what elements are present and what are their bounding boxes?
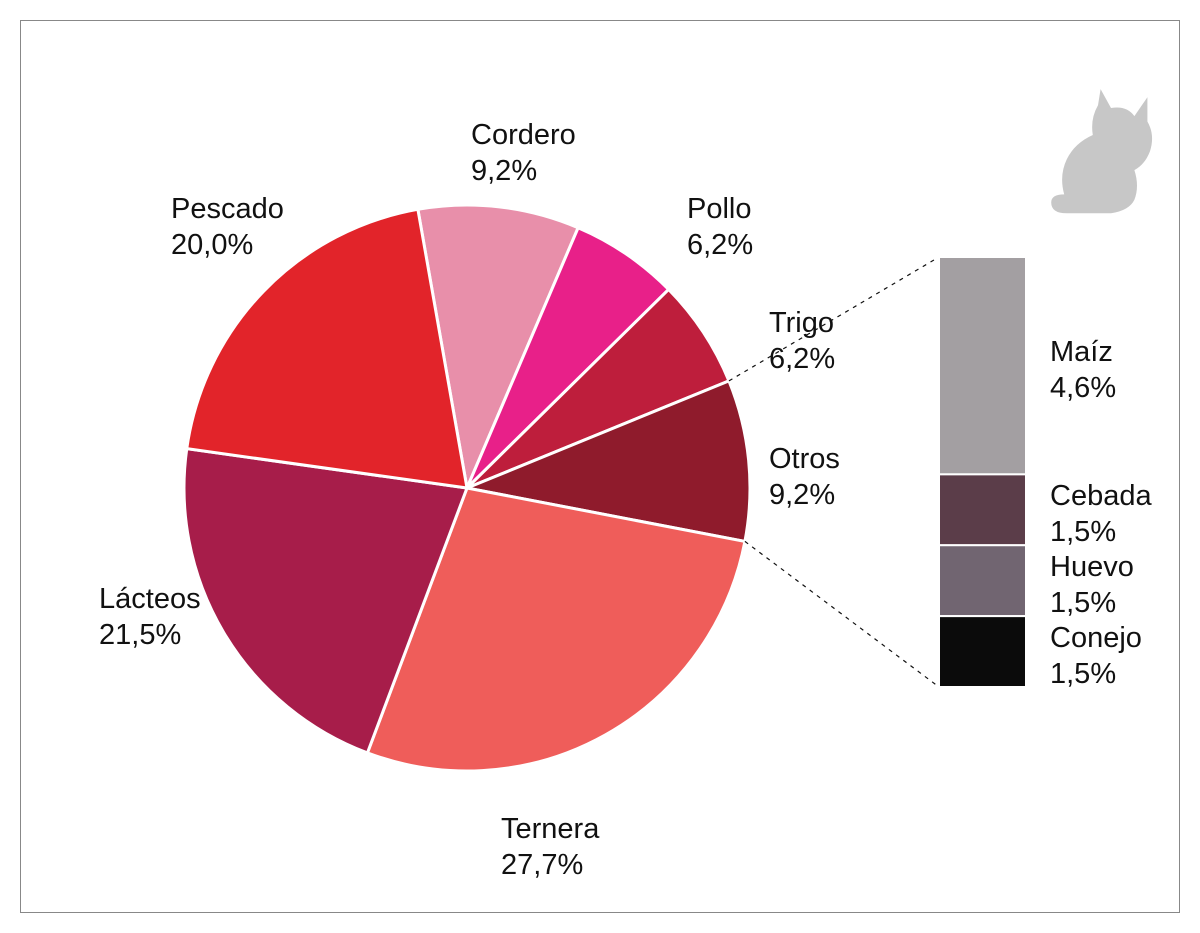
slice-label-trigo: Trigo6,2% xyxy=(769,305,835,378)
slice-label-pescado: Pescado20,0% xyxy=(171,191,284,264)
bar-label-conejo: Conejo1,5% xyxy=(1050,620,1142,693)
slice-label-pct: 6,2% xyxy=(687,227,753,263)
slice-label-cordero: Cordero9,2% xyxy=(471,117,576,190)
bar-label-pct: 4,6% xyxy=(1050,370,1116,406)
connector-line xyxy=(745,541,939,687)
bar-label-cebada: Cebada1,5% xyxy=(1050,478,1152,551)
bar-label-pct: 1,5% xyxy=(1050,585,1134,621)
slice-label-pct: 9,2% xyxy=(471,153,576,189)
breakout-bar xyxy=(939,257,1026,687)
slice-label-pct: 21,5% xyxy=(99,617,201,653)
slice-label-ternera: Ternera27,7% xyxy=(501,811,599,884)
slice-label-name: Pescado xyxy=(171,191,284,227)
slice-label-pct: 20,0% xyxy=(171,227,284,263)
cat-icon-path xyxy=(1051,89,1152,213)
bar-segment-cebada xyxy=(939,474,1026,545)
slice-label-name: Otros xyxy=(769,441,840,477)
bar-segment-maíz xyxy=(939,257,1026,474)
bar-label-name: Maíz xyxy=(1050,334,1116,370)
slice-label-lácteos: Lácteos21,5% xyxy=(99,581,201,654)
slice-label-pct: 6,2% xyxy=(769,341,835,377)
slice-label-pollo: Pollo6,2% xyxy=(687,191,753,264)
bar-segment-conejo xyxy=(939,616,1026,687)
bar-label-name: Conejo xyxy=(1050,620,1142,656)
slice-label-name: Lácteos xyxy=(99,581,201,617)
chart-svg xyxy=(21,21,1181,914)
bar-label-maíz: Maíz4,6% xyxy=(1050,334,1116,407)
slice-label-otros: Otros9,2% xyxy=(769,441,840,514)
slice-label-name: Trigo xyxy=(769,305,835,341)
slice-label-pct: 27,7% xyxy=(501,847,599,883)
pie-chart xyxy=(184,205,750,771)
slice-label-name: Cordero xyxy=(471,117,576,153)
slice-label-pct: 9,2% xyxy=(769,477,840,513)
slice-label-name: Pollo xyxy=(687,191,753,227)
bar-segment-huevo xyxy=(939,545,1026,616)
bar-label-pct: 1,5% xyxy=(1050,656,1142,692)
bar-label-huevo: Huevo1,5% xyxy=(1050,549,1134,622)
chart-frame: Cordero9,2%Pollo6,2%Trigo6,2%Otros9,2%Te… xyxy=(20,20,1180,913)
bar-label-pct: 1,5% xyxy=(1050,514,1152,550)
bar-label-name: Cebada xyxy=(1050,478,1152,514)
bar-label-name: Huevo xyxy=(1050,549,1134,585)
slice-label-name: Ternera xyxy=(501,811,599,847)
cat-icon xyxy=(1051,89,1152,213)
